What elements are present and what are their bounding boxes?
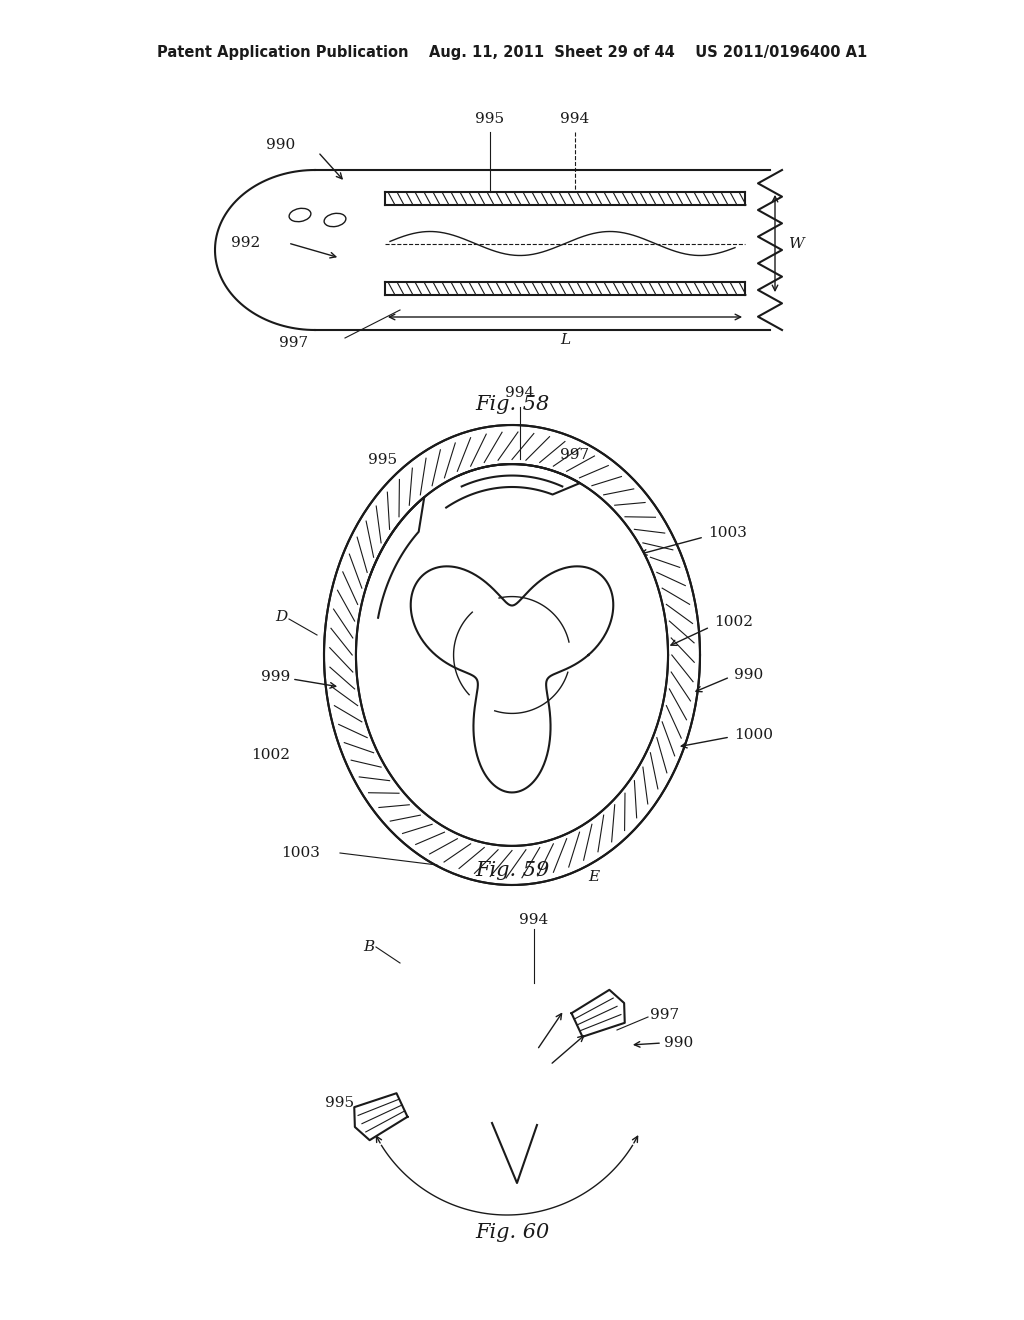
Text: 994: 994: [506, 385, 535, 400]
Text: 994: 994: [519, 913, 549, 927]
Text: D: D: [274, 610, 287, 624]
Text: 997: 997: [279, 337, 308, 350]
Text: 995: 995: [325, 1096, 354, 1110]
Text: E: E: [589, 870, 600, 884]
Text: W: W: [790, 236, 805, 251]
Text: B: B: [362, 940, 374, 954]
Text: 997: 997: [650, 1008, 679, 1022]
Text: Patent Application Publication    Aug. 11, 2011  Sheet 29 of 44    US 2011/01964: Patent Application Publication Aug. 11, …: [157, 45, 867, 59]
Text: 1002: 1002: [251, 748, 290, 762]
Text: 990: 990: [266, 139, 295, 152]
Text: Fig. 58: Fig. 58: [475, 396, 549, 414]
Text: L: L: [560, 333, 570, 347]
Text: 1002: 1002: [714, 615, 753, 630]
Text: 999: 999: [261, 671, 290, 684]
Text: 995: 995: [368, 453, 397, 467]
Text: 990: 990: [664, 1036, 693, 1049]
Text: 990: 990: [734, 668, 763, 682]
Text: 1003: 1003: [282, 846, 319, 861]
Text: 1003: 1003: [708, 525, 746, 540]
Ellipse shape: [289, 209, 311, 222]
Text: 1000: 1000: [734, 729, 773, 742]
Text: 995: 995: [475, 112, 505, 125]
Ellipse shape: [325, 214, 346, 227]
Text: 992: 992: [230, 236, 260, 249]
Text: Fig. 60: Fig. 60: [475, 1222, 549, 1242]
Ellipse shape: [356, 465, 668, 846]
Text: 994: 994: [560, 112, 590, 125]
Ellipse shape: [324, 425, 700, 884]
Text: 997: 997: [560, 447, 589, 462]
Text: Fig. 59: Fig. 59: [475, 861, 549, 879]
